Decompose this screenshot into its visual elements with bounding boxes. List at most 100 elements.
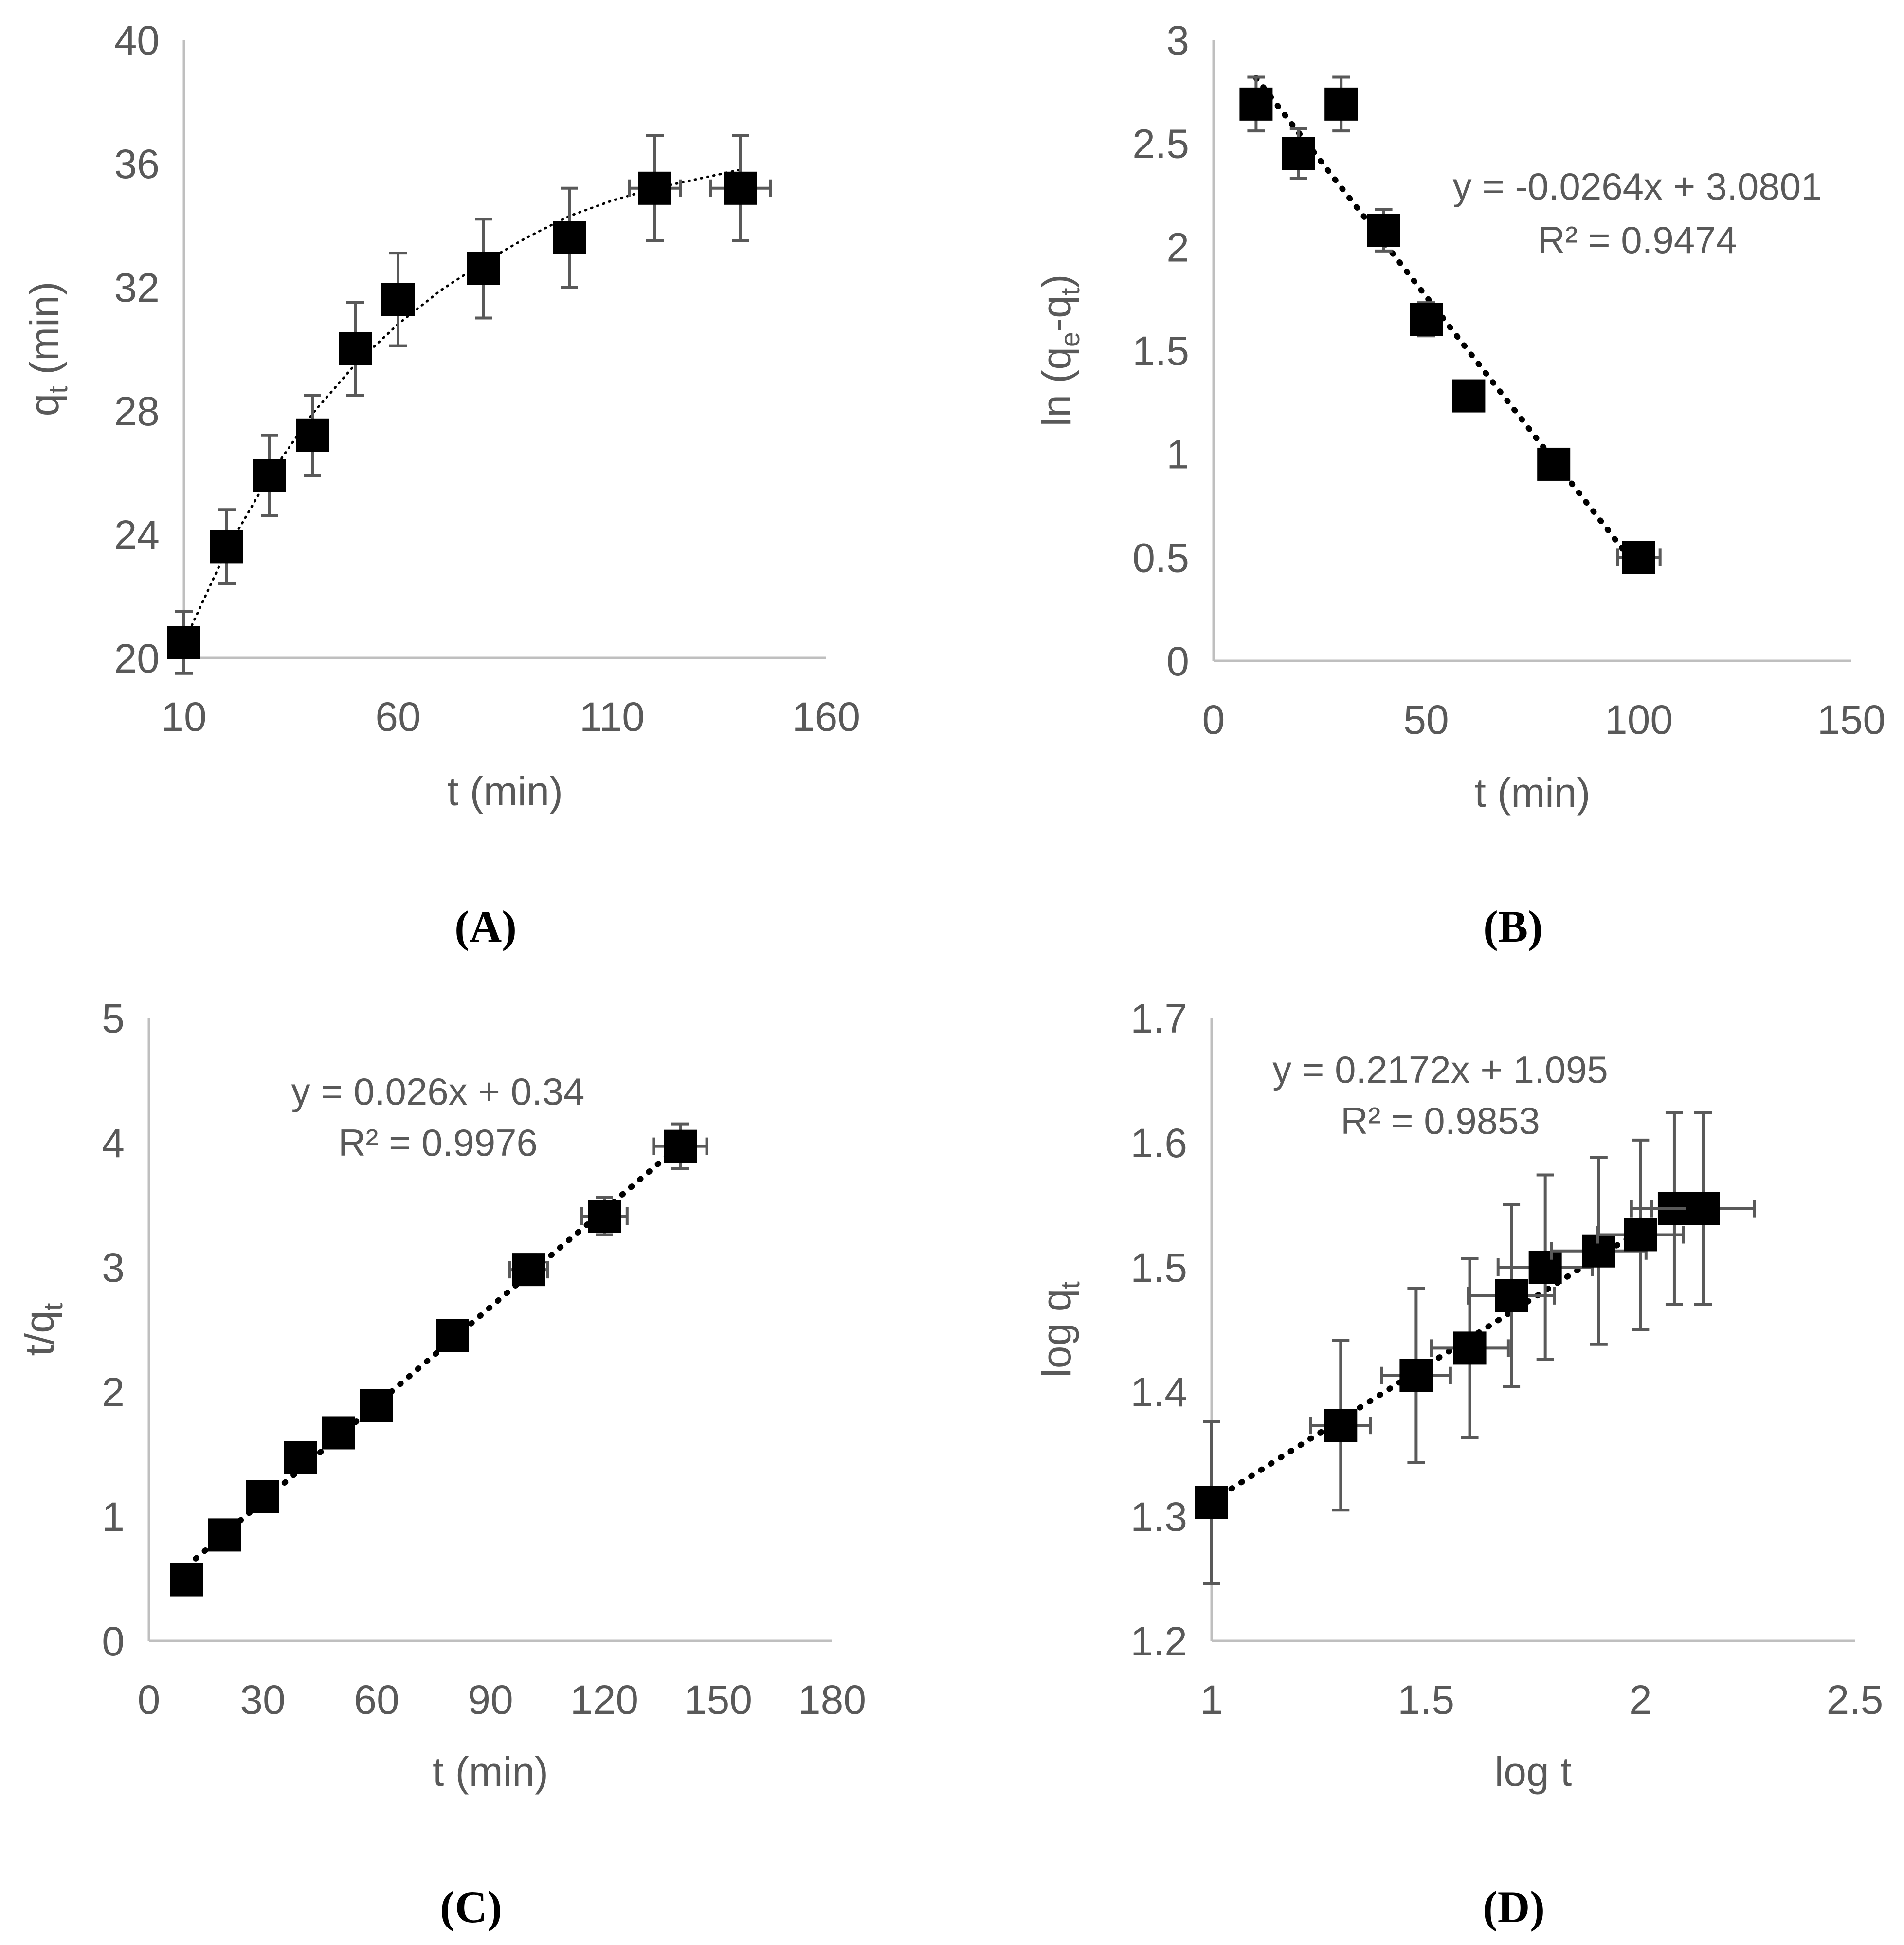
trend-equation: y = 0.026x + 0.34 xyxy=(291,1070,585,1113)
data-point xyxy=(512,1253,545,1287)
y-tick-label: 40 xyxy=(114,18,160,63)
x-tick-label: 150 xyxy=(684,1677,752,1723)
data-point xyxy=(1537,447,1571,481)
data-point xyxy=(638,171,671,205)
x-tick-label: 2 xyxy=(1629,1677,1652,1723)
panel-d: 1 1.5 2 2.5 1.2 1.3 1.4 1.5 1.6 1.7 log t log qt y =… xyxy=(1034,996,1883,1932)
x-tick-label: 90 xyxy=(468,1677,513,1723)
data-point xyxy=(1282,137,1315,170)
y-tick-label: 32 xyxy=(114,265,160,310)
panel-label: (B) xyxy=(1483,902,1543,951)
x-tick-label: 150 xyxy=(1817,697,1886,743)
data-point xyxy=(1324,87,1358,121)
y-tick-label: 5 xyxy=(102,996,125,1041)
y-tick-label: 1.4 xyxy=(1130,1369,1187,1415)
x-tick-label: 1.5 xyxy=(1397,1677,1454,1723)
y-tick-label: 1 xyxy=(1166,432,1189,477)
data-point xyxy=(170,1563,203,1597)
x-tick-label: 10 xyxy=(161,694,206,740)
y-tick-label: 20 xyxy=(114,636,160,681)
data-point xyxy=(724,171,757,205)
x-axis-title: t (min) xyxy=(447,768,563,814)
panel-a: 10 60 110 160 20 24 28 32 36 40 t (min) qt (min) (A) xyxy=(21,18,860,951)
r-squared: R² = 0.9853 xyxy=(1341,1099,1540,1142)
trendline xyxy=(1253,75,1642,573)
trendline xyxy=(182,168,742,644)
data-point xyxy=(208,1518,241,1552)
data-point xyxy=(284,1441,317,1474)
y-tick-label: 1 xyxy=(102,1494,125,1540)
y-tick-label: 4 xyxy=(102,1120,125,1166)
y-tick-label: 2 xyxy=(102,1369,125,1415)
y-axis-title: qt (min) xyxy=(21,282,73,417)
panel-label: (D) xyxy=(1483,1882,1545,1932)
trendline xyxy=(1209,1227,1644,1504)
y-tick-label: 1.7 xyxy=(1130,996,1187,1041)
data-point xyxy=(381,283,415,316)
data-point xyxy=(1410,303,1443,336)
data-point xyxy=(322,1416,355,1450)
y-axis-title: log qt xyxy=(1034,1281,1085,1378)
x-tick-label: 100 xyxy=(1605,697,1673,743)
y-tick-label: 3 xyxy=(102,1245,125,1291)
x-tick-label: 110 xyxy=(580,694,645,740)
y-tick-label: 28 xyxy=(114,388,160,434)
y-tick-label: 3 xyxy=(1166,18,1189,63)
panel-label: (C) xyxy=(440,1882,502,1932)
data-point xyxy=(1452,379,1486,413)
data-point xyxy=(296,418,329,452)
y-tick-label: 1.5 xyxy=(1132,328,1189,374)
data-point xyxy=(167,626,200,659)
panel-label: (A) xyxy=(454,902,517,951)
x-tick-label: 160 xyxy=(792,694,860,740)
data-point xyxy=(1686,1192,1720,1225)
y-tick-label: 0 xyxy=(102,1618,125,1664)
data-point xyxy=(1399,1359,1433,1392)
data-point xyxy=(1622,541,1655,574)
x-tick-label: 30 xyxy=(240,1677,285,1723)
data-point xyxy=(1239,87,1273,121)
data-point xyxy=(339,332,372,365)
data-point xyxy=(253,459,286,492)
data-point xyxy=(1367,214,1400,247)
data-point xyxy=(246,1480,279,1513)
x-tick-label: 1 xyxy=(1200,1677,1223,1723)
x-tick-label: 60 xyxy=(375,694,420,740)
data-point xyxy=(360,1389,393,1422)
y-axis-title: t/qt xyxy=(17,1303,68,1356)
x-axis-title: t (min) xyxy=(433,1749,548,1795)
y-tick-label: 1.3 xyxy=(1130,1494,1187,1540)
data-point xyxy=(1453,1331,1487,1365)
y-tick-label: 2 xyxy=(1166,224,1189,270)
x-tick-label: 0 xyxy=(138,1677,161,1723)
data-point xyxy=(553,221,586,254)
y-tick-label: 1.2 xyxy=(1130,1618,1187,1664)
y-tick-label: 24 xyxy=(114,512,160,558)
r-squared: R² = 0.9976 xyxy=(338,1121,538,1164)
y-tick-label: 1.6 xyxy=(1130,1120,1187,1166)
data-point xyxy=(1195,1486,1228,1519)
panel-c: 0 30 60 90 120 150 180 0 1 2 3 4 5 t (min) t/qt y = 0.0… xyxy=(17,996,866,1932)
x-axis-title: log t xyxy=(1495,1749,1572,1795)
x-axis-title: t (min) xyxy=(1475,770,1591,816)
y-axis-title: ln (qe-qt) xyxy=(1034,274,1085,427)
y-tick-label: 36 xyxy=(114,141,160,187)
y-tick-label: 2.5 xyxy=(1132,121,1189,167)
y-tick-label: 0 xyxy=(1166,638,1189,684)
x-tick-label: 120 xyxy=(570,1677,638,1723)
x-tick-label: 2.5 xyxy=(1827,1677,1884,1723)
data-point xyxy=(467,252,500,285)
x-tick-label: 0 xyxy=(1202,697,1225,743)
y-tick-label: 1.5 xyxy=(1130,1245,1187,1291)
data-point xyxy=(664,1129,697,1163)
data-point xyxy=(1495,1279,1528,1312)
data-point xyxy=(588,1200,621,1233)
data-point xyxy=(1324,1409,1358,1442)
trend-equation: y = -0.0264x + 3.0801 xyxy=(1453,165,1822,208)
r-squared: R² = 0.9474 xyxy=(1538,218,1737,261)
data-point xyxy=(436,1319,469,1352)
x-tick-label: 180 xyxy=(798,1677,866,1723)
data-point xyxy=(210,530,243,564)
x-tick-label: 60 xyxy=(354,1677,399,1723)
